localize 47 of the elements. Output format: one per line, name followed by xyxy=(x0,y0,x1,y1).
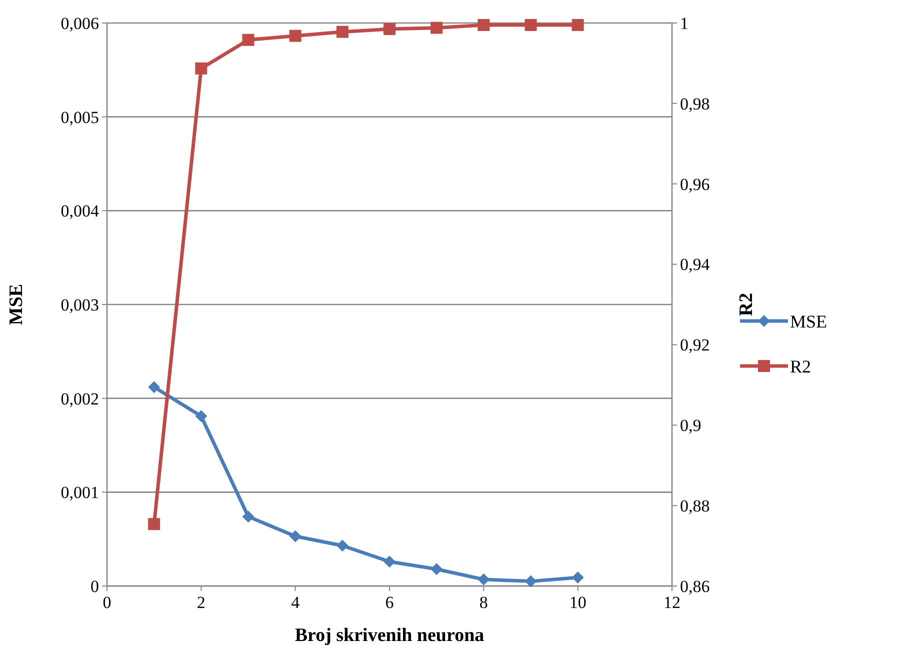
point xyxy=(384,556,396,568)
point xyxy=(195,410,208,422)
point xyxy=(148,518,160,530)
y-tick-label: 0,001 xyxy=(60,483,99,502)
point xyxy=(384,23,396,36)
point xyxy=(289,530,302,542)
point xyxy=(524,575,537,588)
x-tick-label: 12 xyxy=(664,593,680,612)
y2-tick-label: 0,94 xyxy=(680,255,710,274)
legend-label: R2 xyxy=(790,356,812,376)
x-axis-title: Broj skrivenih neurona xyxy=(294,625,485,646)
point xyxy=(524,19,537,32)
y-tick-label: 0,005 xyxy=(60,108,99,127)
y2-tick-label: 0,98 xyxy=(680,94,710,114)
y2-tick-label: 0,9 xyxy=(680,416,702,436)
y-tick-label: 0,006 xyxy=(60,14,99,33)
x-tick-label: 8 xyxy=(479,593,488,612)
point xyxy=(148,381,160,394)
point xyxy=(478,19,490,32)
y-tick-label: 0 xyxy=(90,576,99,596)
y2-tick-label: 0,88 xyxy=(680,496,710,516)
point xyxy=(289,30,302,42)
x-tick-label: 6 xyxy=(385,593,394,612)
point xyxy=(478,573,490,586)
y-tick-label: 0,003 xyxy=(60,295,99,314)
x-tick-label: 4 xyxy=(291,593,300,612)
point xyxy=(430,22,443,34)
y-tick-label: 0,004 xyxy=(60,202,100,221)
point xyxy=(195,62,208,74)
x-tick-label: 0 xyxy=(102,593,112,612)
point xyxy=(242,34,254,46)
point xyxy=(336,540,348,552)
point xyxy=(572,572,584,584)
y-axis-title: MSE xyxy=(6,284,27,326)
y2-tick-label: 1 xyxy=(680,14,688,33)
y2-tick-label: 0,96 xyxy=(680,174,710,194)
y2-tick-label: 0,92 xyxy=(680,336,710,355)
point xyxy=(242,510,254,523)
x-tick-label: 10 xyxy=(569,593,586,612)
point xyxy=(430,563,443,576)
y-tick-label: 0,002 xyxy=(60,389,99,408)
y2-axis-title: R2 xyxy=(736,292,757,316)
y2-tick-label: 0,86 xyxy=(680,576,710,596)
point xyxy=(336,26,348,38)
point xyxy=(572,19,584,32)
legend-label: MSE xyxy=(790,311,828,332)
x-tick-label: 2 xyxy=(196,593,206,612)
